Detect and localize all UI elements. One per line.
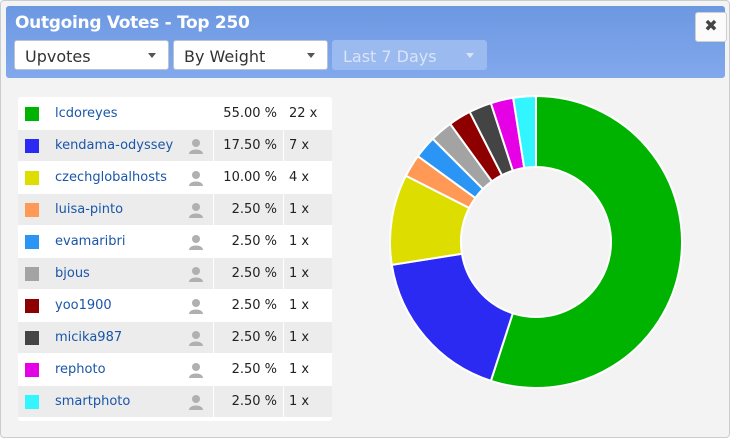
table-row: smartphoto 2.50 % 1 x (18, 386, 332, 417)
column-divider (213, 162, 214, 193)
table-row: rephoto 2.50 % 1 x (18, 354, 332, 385)
vote-count: 1 x (289, 234, 310, 249)
username-link[interactable]: bjous (55, 266, 90, 281)
user-avatar-icon (189, 299, 203, 314)
table-row: czechglobalhosts 10.00 % 4 x (18, 162, 332, 193)
column-divider (213, 98, 214, 129)
username-link[interactable]: smartphoto (55, 394, 131, 409)
legend-swatch (25, 107, 39, 121)
vote-percent: 17.50 % (223, 138, 277, 153)
vote-percent: 2.50 % (231, 330, 277, 345)
user-avatar-icon (189, 395, 203, 410)
panel-title: Outgoing Votes - Top 250 (15, 13, 250, 33)
table-row: luisa-pinto 2.50 % 1 x (18, 194, 332, 225)
column-divider (283, 258, 284, 289)
username-link[interactable]: luisa-pinto (55, 202, 124, 217)
table-row: micika987 2.50 % 1 x (18, 322, 332, 353)
votes-table: lcdoreyes 55.00 % 22 x kendama-odyssey 17.50… (18, 97, 332, 421)
column-divider (213, 258, 214, 289)
close-button[interactable]: ✖ (695, 12, 727, 42)
column-divider (213, 322, 214, 353)
vote-percent: 55.00 % (223, 106, 277, 121)
column-divider (213, 194, 214, 225)
vote-percent: 10.00 % (223, 170, 277, 185)
username-link[interactable]: evamaribri (55, 234, 126, 249)
vote-percent: 2.50 % (231, 298, 277, 313)
username-link[interactable]: lcdoreyes (55, 106, 118, 121)
table-row: lcdoreyes 55.00 % 22 x (18, 98, 332, 129)
donut-slice-lcdoreyes[interactable] (489, 94, 683, 389)
column-divider (213, 386, 214, 417)
user-avatar-icon (189, 235, 203, 250)
legend-swatch (25, 363, 39, 377)
vote-count: 22 x (289, 106, 318, 121)
legend-swatch (25, 299, 39, 313)
vote-count: 1 x (289, 330, 310, 345)
column-divider (283, 386, 284, 417)
username-link[interactable]: micika987 (55, 330, 123, 345)
legend-swatch (25, 331, 39, 345)
vote-type-select[interactable]: Upvotes (14, 40, 169, 70)
period-select: Last 7 Days (332, 40, 487, 70)
chevron-down-icon (307, 53, 315, 58)
vote-percent: 2.50 % (231, 394, 277, 409)
column-divider (283, 98, 284, 129)
username-link[interactable]: kendama-odyssey (55, 138, 174, 153)
vote-type-value: Upvotes (25, 47, 91, 66)
column-divider (283, 162, 284, 193)
vote-count: 1 x (289, 394, 310, 409)
legend-swatch (25, 267, 39, 281)
vote-count: 1 x (289, 298, 310, 313)
username-link[interactable]: yoo1900 (55, 298, 112, 313)
vote-count: 7 x (289, 138, 310, 153)
vote-count: 1 x (289, 362, 310, 377)
legend-swatch (25, 395, 39, 409)
chevron-down-icon (466, 53, 474, 58)
column-divider (213, 130, 214, 161)
vote-percent: 2.50 % (231, 202, 277, 217)
legend-swatch (25, 171, 39, 185)
column-divider (213, 290, 214, 321)
chevron-down-icon (148, 53, 156, 58)
sort-select[interactable]: By Weight (173, 40, 328, 70)
sort-value: By Weight (184, 47, 266, 66)
column-divider (213, 354, 214, 385)
period-value: Last 7 Days (343, 47, 437, 66)
vote-count: 1 x (289, 266, 310, 281)
legend-swatch (25, 235, 39, 249)
table-row: yoo1900 2.50 % 1 x (18, 290, 332, 321)
donut-slice-kendama-odyssey[interactable] (390, 252, 515, 383)
user-avatar-icon (189, 331, 203, 346)
column-divider (283, 226, 284, 257)
column-divider (283, 290, 284, 321)
vote-percent: 2.50 % (231, 234, 277, 249)
user-avatar-icon (189, 363, 203, 378)
column-divider (213, 226, 214, 257)
legend-swatch (25, 203, 39, 217)
vote-percent: 2.50 % (231, 266, 277, 281)
column-divider (283, 354, 284, 385)
votes-donut-chart (389, 94, 683, 389)
user-avatar-icon (189, 171, 203, 186)
user-avatar-icon (189, 267, 203, 282)
legend-swatch (25, 139, 39, 153)
table-row: kendama-odyssey 17.50 % 7 x (18, 130, 332, 161)
column-divider (283, 194, 284, 225)
column-divider (283, 130, 284, 161)
table-row: bjous 2.50 % 1 x (18, 258, 332, 289)
table-row: evamaribri 2.50 % 1 x (18, 226, 332, 257)
column-divider (283, 322, 284, 353)
username-link[interactable]: rephoto (55, 362, 106, 377)
user-avatar-icon (189, 139, 203, 154)
vote-count: 1 x (289, 202, 310, 217)
vote-count: 4 x (289, 170, 310, 185)
username-link[interactable]: czechglobalhosts (55, 170, 167, 185)
panel-header: Outgoing Votes - Top 250 ✖ Upvotes By We… (6, 6, 727, 78)
vote-percent: 2.50 % (231, 362, 277, 377)
donut-slice-smartphoto[interactable] (512, 94, 537, 170)
user-avatar-icon (189, 203, 203, 218)
